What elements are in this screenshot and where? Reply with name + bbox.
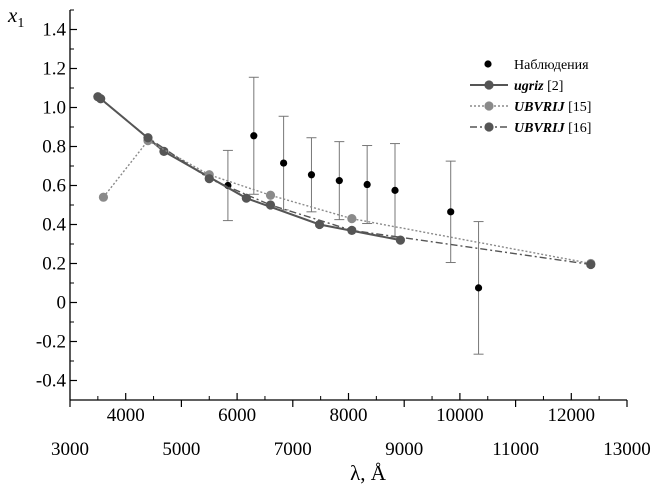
series-marker <box>143 133 153 143</box>
x-bottom-tick-label: 5000 <box>162 439 200 460</box>
series-marker <box>586 259 596 270</box>
legend-label-ref: [15] <box>565 100 592 115</box>
x-bottom-tick-label: 11000 <box>492 439 539 460</box>
legend-label: UBVRIJ [15] <box>514 100 591 115</box>
legend-marker <box>484 101 494 111</box>
legend-entry-3: UBVRIJ [16] <box>470 121 591 136</box>
y-axis-title-main: x <box>7 3 18 27</box>
y-tick-label: 0 <box>57 293 67 314</box>
observation-point <box>474 284 483 292</box>
legend-label-ref: [16] <box>565 121 592 136</box>
series-marker <box>265 200 276 210</box>
x-bottom-tick-label: 7000 <box>274 439 312 460</box>
series-marker <box>347 214 357 224</box>
series-marker <box>241 193 251 203</box>
observation-point <box>447 208 455 216</box>
legend-marker <box>484 60 492 68</box>
series-1 <box>96 94 406 245</box>
y-tick-label: 0.8 <box>42 137 66 158</box>
y-tick-label: 1.0 <box>42 98 66 119</box>
y-tick-label: -0.4 <box>36 371 67 392</box>
y-axis-title-sub: 1 <box>17 16 24 31</box>
y-tick-label: 0.2 <box>42 254 66 275</box>
legend-marker <box>484 122 494 132</box>
y-tick-label: 1.2 <box>42 59 66 80</box>
series-0 <box>222 76 484 355</box>
x-top-tick-label: 10000 <box>436 405 484 426</box>
legend-label-name: UBVRIJ <box>514 121 566 136</box>
y-tick-label: -0.2 <box>36 332 66 353</box>
x-bottom-tick-label: 9000 <box>385 439 423 460</box>
series-layer <box>93 76 596 355</box>
series-3 <box>93 92 596 270</box>
legend-label: ugriz [2] <box>514 79 563 94</box>
x-bottom-tick-label: 13000 <box>603 439 651 460</box>
legend-label-name: Наблюдения <box>514 58 589 73</box>
legend-entry-1: ugriz [2] <box>470 79 563 94</box>
y-tick-label: 0.4 <box>42 215 66 236</box>
y-tick-label: 0.6 <box>42 176 66 197</box>
legend-label: UBVRIJ [16] <box>514 121 591 136</box>
legend-label-name: ugriz <box>514 79 544 94</box>
legend-marker <box>484 80 494 90</box>
legend-label-name: UBVRIJ <box>514 100 566 115</box>
observation-point <box>391 186 399 194</box>
axes: -0.4 -0.2 0 0.2 0.4 0.6 0.8 1.0 1.2 1.4 4000 6000 80… <box>36 9 651 460</box>
series-marker <box>347 225 357 235</box>
x-top-tick-label: 12000 <box>548 405 596 426</box>
x-top-tick-label: 6000 <box>218 405 256 426</box>
series-marker <box>98 192 109 202</box>
observation-point <box>280 159 288 167</box>
series-marker <box>204 174 214 184</box>
series-marker <box>314 219 325 230</box>
legend-label: Наблюдения <box>514 58 589 73</box>
observation-point <box>250 132 258 140</box>
x-bottom-tick-label: 3000 <box>51 439 89 460</box>
series-marker <box>93 92 103 102</box>
y-axis-title: x1 <box>7 3 24 31</box>
y-tick-label: 1.4 <box>42 20 66 41</box>
legend-entry-2: UBVRIJ [15] <box>470 100 591 115</box>
legend-entry-0: Наблюдения <box>484 58 589 73</box>
legend-label-ref: [2] <box>544 79 564 94</box>
series-line <box>97 96 591 266</box>
x-top-tick-label: 4000 <box>107 405 145 426</box>
observation-point <box>307 171 316 179</box>
series-marker <box>265 190 276 200</box>
observation-point <box>363 180 371 189</box>
observation-point <box>335 177 343 185</box>
x-top-tick-label: 8000 <box>330 405 368 426</box>
x-axis-title: λ, Å <box>350 461 387 485</box>
